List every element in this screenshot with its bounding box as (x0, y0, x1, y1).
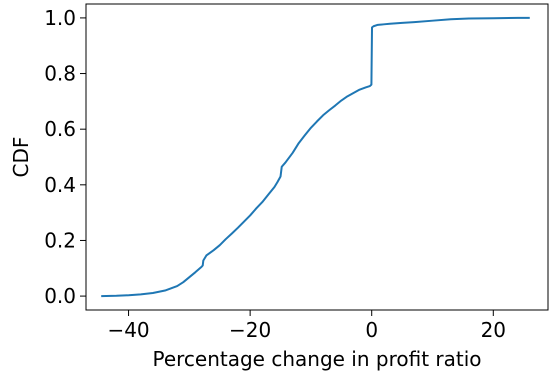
y-axis-ticks: 0.0 0.2 0.4 0.6 0.8 1.0 (44, 6, 86, 308)
x-tick-label: −40 (107, 318, 149, 342)
plot-frame (85, 3, 549, 311)
x-tick-label: −20 (229, 318, 271, 342)
y-tick-label: 0.8 (44, 62, 76, 86)
x-axis-label: Percentage change in profit ratio (152, 347, 481, 371)
x-axis-ticks: −40 −20 0 20 (107, 310, 506, 342)
x-tick-label: 20 (481, 318, 506, 342)
y-tick-label: 1.0 (44, 6, 76, 30)
y-tick-label: 0.2 (44, 228, 76, 252)
y-axis-label: CDF (9, 137, 33, 178)
y-tick-label: 0.4 (44, 173, 76, 197)
cdf-series-line (101, 16, 530, 298)
y-tick-label: 0.0 (44, 284, 76, 308)
plot-area (86, 4, 548, 310)
x-tick-label: 0 (365, 318, 378, 342)
y-tick-label: 0.6 (44, 117, 76, 141)
